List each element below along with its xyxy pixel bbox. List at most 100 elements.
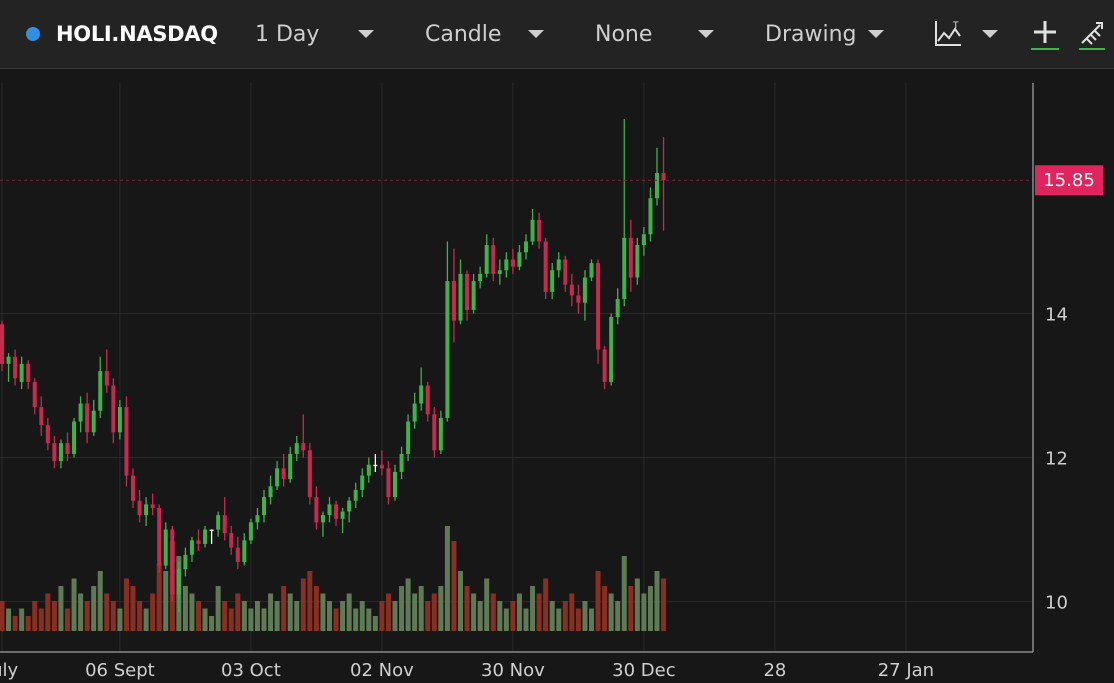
candle-body [58,443,63,462]
volume-bar [615,601,621,631]
volume-bar [163,571,169,631]
time-tick-label: 02 Nov [350,660,414,681]
volume-bar [654,571,660,631]
volume-bar [543,578,549,631]
candle-body [366,464,371,476]
volume-bar [137,601,143,631]
volume-bar [287,593,293,631]
candle-body [609,317,614,382]
chart-toolbar: HOLI.NASDAQ 1 Day Candle None Drawing T [0,0,1114,69]
candle-body [655,173,659,199]
candle-body [465,273,470,310]
drawing-tools-icon[interactable] [1078,0,1106,68]
candle-body [648,198,653,235]
volume-bar [661,578,667,631]
volume-bar [313,586,319,631]
status-indicator [26,0,40,68]
chart-area[interactable]: 10 12 14 July 06 Sept 03 Oct 02 Nov 30 Nov 30 D… [0,69,1114,683]
volume-bar [379,601,385,631]
candle-body [537,219,542,242]
candle-body [347,500,352,512]
candle-body [0,324,4,364]
candle-body [98,371,103,411]
volume-bar [58,586,64,631]
interval-dropdown-label[interactable]: 1 Day [255,21,320,47]
volume-bar [268,593,274,631]
time-tick-label: 06 Sept [85,660,155,681]
volume-bar [359,601,365,631]
candle-body [530,219,535,242]
volume-bar [595,571,601,631]
candle-body [334,504,339,519]
study-chevron-down-icon[interactable] [698,0,714,68]
candle-body [373,464,378,467]
time-tick-label: 30 Nov [481,660,545,681]
symbol-label[interactable]: HOLI.NASDAQ [56,22,218,46]
candle-body [131,475,135,501]
volume-bar [51,601,57,631]
volume-bar [484,578,490,631]
volume-bar [84,601,90,631]
volume-bar [300,578,306,631]
volume-bar [182,586,188,631]
price-tick-label: 10 [1045,593,1068,614]
candle-body [255,515,260,523]
volume-bar [497,601,503,631]
volume-bar [516,593,522,631]
candle-body [65,443,70,454]
time-tick-label: 03 Oct [221,660,281,681]
candle-body [419,385,424,404]
candle-body [596,263,601,350]
volume-bar [392,601,398,631]
candle-body [576,295,581,303]
candle-body [203,529,208,544]
volume-bar [458,571,463,631]
candle-body [19,363,24,382]
time-tick-label: 27 Jan [878,660,934,681]
candle-body [628,237,633,278]
volume-bar [130,586,136,631]
chart-type-chevron-down-icon[interactable] [982,0,998,68]
volume-bar [196,601,201,631]
candle-body [582,277,587,303]
volume-bar [307,571,313,631]
candle-body [622,237,627,300]
volume-bar [431,593,437,631]
interval-dropdown-chevron-down-icon[interactable] [358,0,374,68]
price-chart[interactable]: 10 12 14 July 06 Sept 03 Oct 02 Nov 30 Nov 30 D… [0,69,1114,683]
candle-body [268,486,273,498]
candle-body [13,356,18,379]
candle-body [117,407,122,433]
candle-body [484,245,489,274]
candle-body [111,385,116,433]
volume-bar [536,593,542,631]
study-dropdown-label[interactable]: None [595,21,653,47]
candle-body [550,270,555,292]
volume-bar [621,556,627,631]
drawing-dropdown-label[interactable]: Drawing [765,21,857,47]
volume-bar [222,601,228,631]
candle-body [281,468,286,480]
volume-bar [549,601,555,631]
chart-style-dropdown-label[interactable]: Candle [425,21,502,47]
volume-bar [425,601,431,631]
volume-bar [372,616,378,631]
chart-type-icon[interactable]: T [933,0,963,68]
candle-body [524,241,528,253]
volume-bar [261,608,267,631]
volume-bar [385,593,391,631]
drawing-chevron-down-icon[interactable] [868,0,884,68]
candle-body [327,504,332,516]
volume-bar [346,593,352,631]
chart-style-chevron-down-icon[interactable] [528,0,544,68]
crosshair-plus-icon[interactable] [1030,0,1060,68]
volume-bar [254,601,260,631]
candle-body [569,284,574,296]
volume-bar [340,601,346,631]
volume-bar [366,608,372,631]
candle-body [438,417,443,451]
svg-text:T: T [952,21,959,31]
volume-bar [451,541,457,631]
candle-body [445,281,450,418]
candle-body [242,540,247,562]
